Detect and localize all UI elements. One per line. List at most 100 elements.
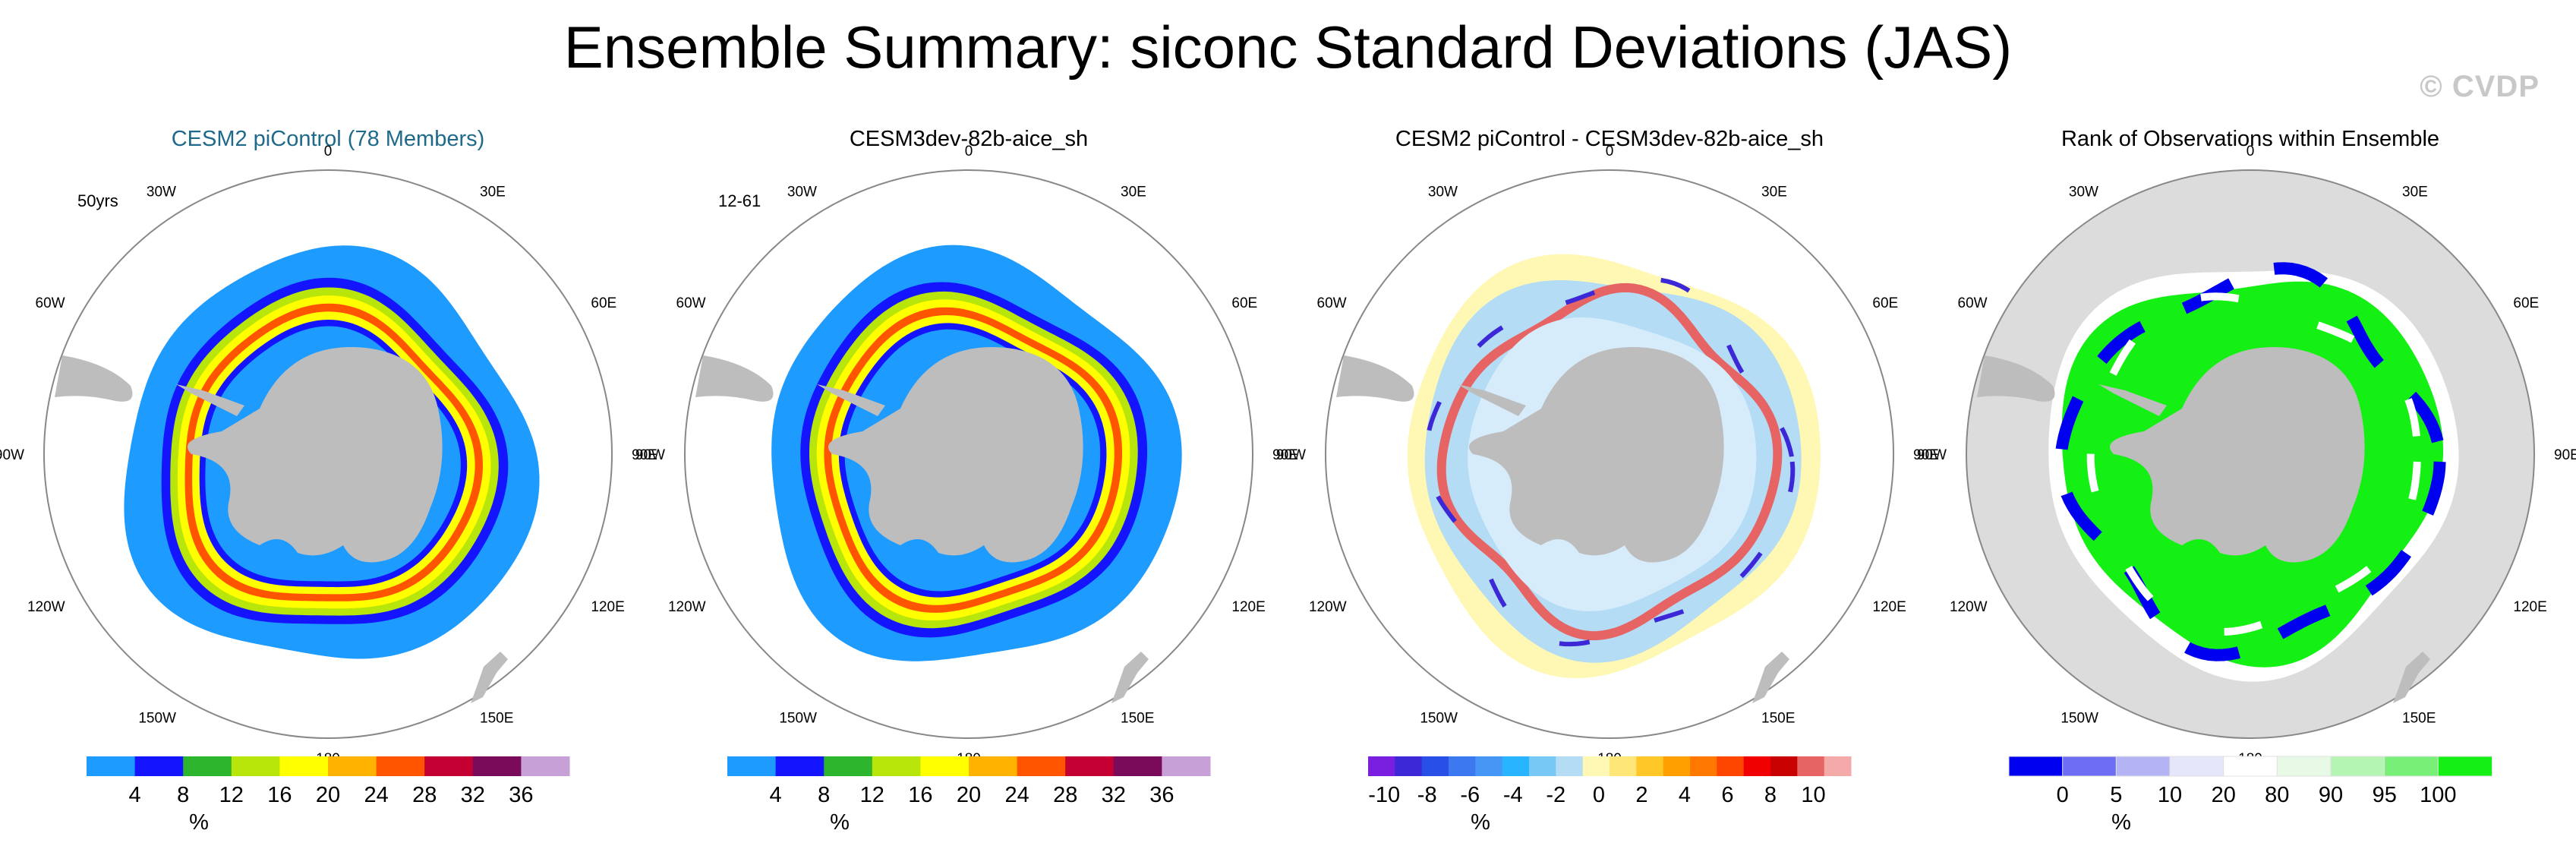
- colorbar-swatch: [2169, 756, 2224, 777]
- colorbar-tick-label: 10: [1801, 783, 1825, 807]
- colorbar-unit: %: [1471, 810, 1490, 835]
- colorbar-swatch: [1582, 756, 1610, 776]
- longitude-labels: 030E60E90E120E150E180150W120W90W60W30W: [1276, 144, 1939, 767]
- colorbar-swatch: [1770, 756, 1798, 776]
- lon-label: 150W: [1420, 710, 1458, 726]
- colorbar-tick-label: 8: [177, 783, 189, 807]
- colorbar-swatch: [2062, 756, 2117, 777]
- colorbar-tick-label: 95: [2373, 783, 2397, 807]
- colorbar-tick-label: 28: [412, 783, 437, 807]
- corner-label: 50yrs: [77, 191, 118, 210]
- colorbar-swatch: [2276, 756, 2332, 777]
- colorbar-swatch: [1449, 756, 1476, 776]
- colorbar-swatch: [1065, 756, 1115, 776]
- peninsula-land: [2098, 384, 2167, 416]
- colorbar-swatch: [1663, 756, 1691, 776]
- colorbar-swatch: [1475, 756, 1503, 776]
- lon-label: 60W: [1958, 295, 1988, 311]
- colorbar-swatch: [1556, 756, 1584, 776]
- lon-label: 0: [324, 144, 333, 159]
- lon-label: 120W: [1309, 599, 1347, 615]
- panel-title: Rank of Observations within Ensemble: [2061, 127, 2439, 151]
- colorbar-swatch: [2437, 756, 2493, 777]
- page-title: Ensemble Summary: siconc Standard Deviat…: [563, 14, 2013, 80]
- colorbar-swatch: [1368, 756, 1395, 776]
- colorbar-swatch: [2008, 756, 2064, 777]
- colorbar-swatch: [2223, 756, 2278, 777]
- lon-label: 60W: [676, 295, 706, 311]
- lon-label: 30W: [787, 185, 817, 200]
- colorbar-unit: %: [189, 810, 209, 835]
- lon-label: 30E: [2402, 185, 2428, 200]
- south-america-land: [1336, 355, 1414, 402]
- colorbar-unit: %: [2111, 810, 2131, 835]
- colorbar-tick-label: 28: [1053, 783, 1077, 807]
- lon-label: 60E: [2513, 295, 2539, 311]
- map-panel-1: CESM2 piControl (78 Members) 50yrs 0 30E 60E…: [0, 127, 657, 835]
- colorbar-swatch: [1636, 756, 1664, 776]
- panel-title: CESM2 piControl (78 Members): [172, 127, 485, 151]
- map-panel-2: CESM3dev-82b-aice_sh 12-61 0 30E 60E 90E 120E 1…: [635, 127, 1298, 835]
- lon-label: 0: [1606, 144, 1614, 159]
- lon-label: 120E: [1872, 599, 1906, 615]
- colorbar: -10 -8 -6 -4 -2 0 2 4 6 8 10%: [1368, 756, 1852, 835]
- colorbar-tick-label: 16: [908, 783, 932, 807]
- lon-label: 30E: [1761, 185, 1787, 200]
- colorbar-tick-label: 8: [818, 783, 830, 807]
- colorbar-tick-label: 4: [129, 783, 141, 807]
- longitude-labels: 030E60E90E120E150E180150W120W90W60W30W: [635, 144, 1298, 767]
- colorbar-swatch: [2384, 756, 2439, 777]
- colorbar-swatch: [231, 756, 280, 776]
- colorbar-swatch: [969, 756, 1018, 776]
- lon-label: 120W: [27, 599, 65, 615]
- lon-label: 90W: [635, 447, 665, 463]
- cvdp-watermark: © CVDP: [2420, 70, 2540, 103]
- panel-title: CESM2 piControl - CESM3dev-82b-aice_sh: [1395, 127, 1824, 151]
- colorbar: 4 8 12 16 20 24 28 32 36%: [87, 756, 570, 835]
- colorbar-tick-label: 4: [1679, 783, 1691, 807]
- colorbar-swatch: [2330, 756, 2385, 777]
- lon-label: 120E: [1231, 599, 1265, 615]
- peninsula-land: [817, 384, 885, 416]
- colorbar-tick-label: 5: [2110, 783, 2122, 807]
- lon-label: 150W: [138, 710, 176, 726]
- colorbar-swatch: [183, 756, 232, 776]
- colorbar-swatch: [2115, 756, 2171, 777]
- lon-label: 90E: [1272, 447, 1298, 463]
- colorbar-swatch: [279, 756, 329, 776]
- colorbar-swatch: [775, 756, 825, 776]
- lon-label: 150W: [2060, 710, 2098, 726]
- colorbar-tick-label: 0: [1593, 783, 1605, 807]
- colorbar: 0 5 10 20 80 90 95 100%: [2008, 756, 2493, 835]
- colorbar-tick-label: 6: [1721, 783, 1733, 807]
- colorbar-unit: %: [830, 810, 850, 835]
- colorbar-swatch: [1421, 756, 1449, 776]
- colorbar-swatch: [1824, 756, 1852, 776]
- lon-label: 90W: [1917, 447, 1947, 463]
- lon-label: 150W: [779, 710, 817, 726]
- lon-label: 60W: [36, 295, 65, 311]
- lon-label: 60E: [591, 295, 616, 311]
- colorbar-tick-label: 8: [1764, 783, 1777, 807]
- colorbar-tick-label: 20: [316, 783, 340, 807]
- lon-label: 150E: [1121, 710, 1154, 726]
- colorbar-swatch: [872, 756, 921, 776]
- colorbar-swatch: [134, 756, 184, 776]
- lon-label: 120E: [2513, 599, 2546, 615]
- colorbar-tick-label: 36: [1149, 783, 1174, 807]
- antarctica-land: [1469, 347, 1724, 563]
- colorbar-tick-label: 0: [2057, 783, 2069, 807]
- colorbar-swatch: [1017, 756, 1066, 776]
- colorbar-swatch: [87, 756, 136, 776]
- lon-label: 120E: [591, 599, 624, 615]
- lon-label: 60E: [1872, 295, 1898, 311]
- colorbar-tick-label: 24: [364, 783, 388, 807]
- antarctica-land: [188, 347, 443, 563]
- colorbar-swatch: [920, 756, 970, 776]
- colorbar-swatch: [1797, 756, 1825, 776]
- colorbar-tick-label: 24: [1004, 783, 1029, 807]
- lon-label: 90W: [0, 447, 24, 463]
- colorbar-swatch: [1690, 756, 1717, 776]
- map-panel-3: CESM2 piControl - CESM3dev-82b-aice_sh03…: [1276, 127, 1939, 835]
- lon-label: 30W: [2069, 185, 2098, 200]
